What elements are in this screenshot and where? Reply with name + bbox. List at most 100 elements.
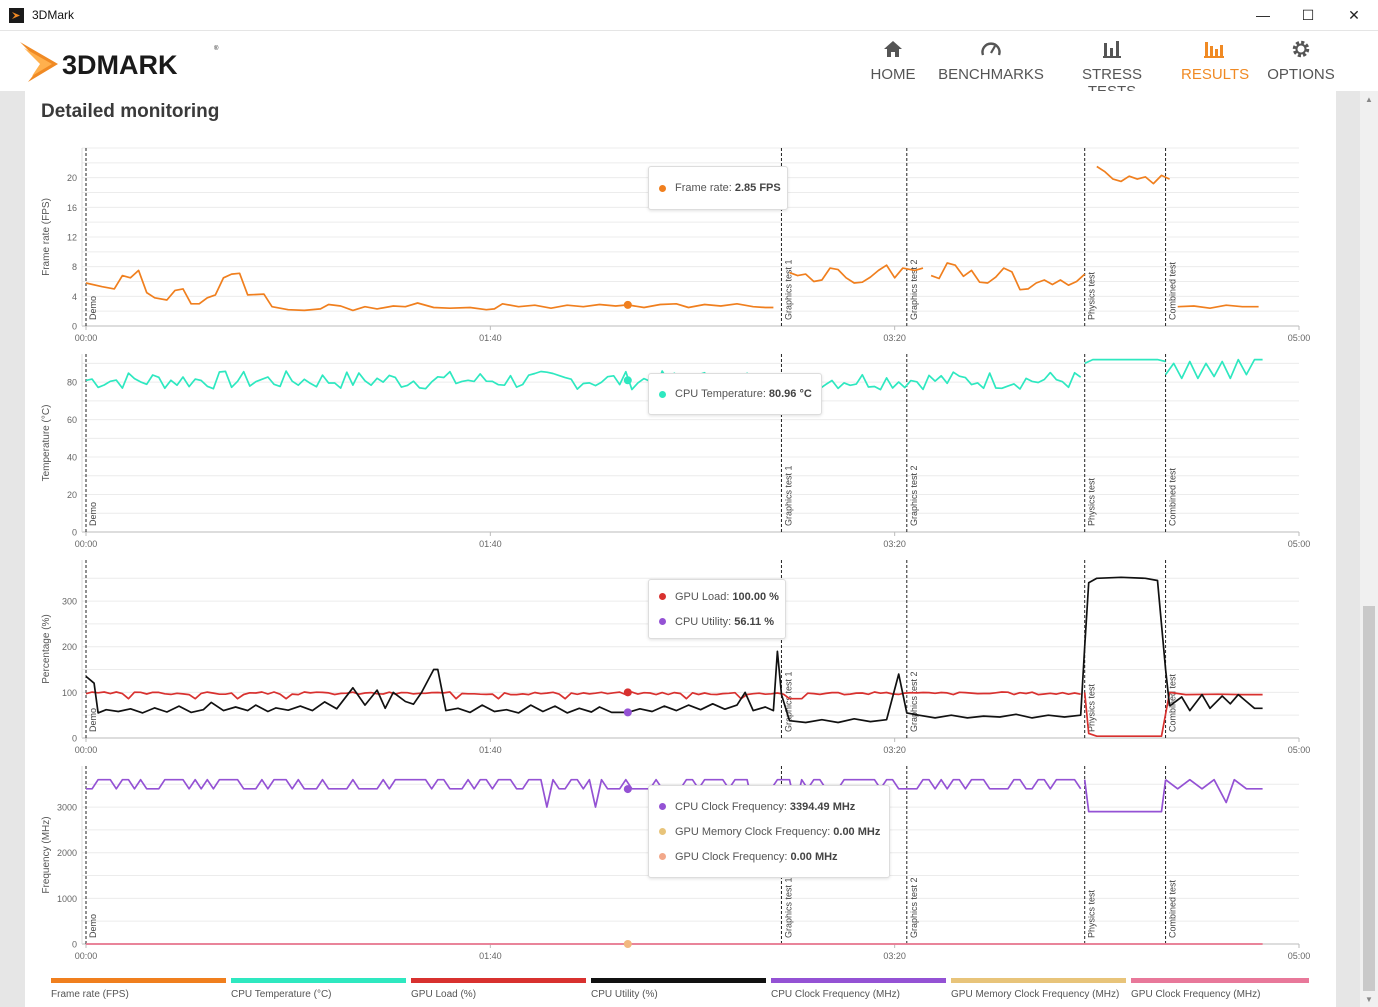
test-marker-label: Graphics test 2 <box>909 877 919 938</box>
vertical-scrollbar[interactable]: ▲ ▼ <box>1360 91 1378 1007</box>
close-icon: ✕ <box>1348 6 1360 23</box>
legend-swatch <box>411 978 586 983</box>
y-tick-label: 200 <box>62 642 77 652</box>
y-tick-label: 300 <box>62 597 77 607</box>
series-line-cpu_utility <box>780 673 920 724</box>
tooltip-value: 56.11 % <box>734 615 774 628</box>
legend-gpu-memory-clock[interactable]: GPU Memory Clock Frequency (MHz) <box>951 978 1126 1004</box>
test-marker-label: Combined test <box>1168 467 1178 526</box>
test-marker-label: Combined test <box>1168 261 1178 320</box>
minimize-button[interactable]: — <box>1240 0 1286 30</box>
tooltip-label: GPU Load: <box>675 590 730 603</box>
test-marker-label: Graphics test 2 <box>909 671 919 732</box>
series-line-cpu_temperature <box>1084 358 1166 365</box>
maximize-icon: ☐ <box>1301 6 1315 23</box>
legend-swatch <box>951 978 1126 983</box>
tooltip-row: CPU Temperature: 80.96 °C <box>649 374 821 414</box>
test-marker-label: Demo <box>88 296 98 320</box>
legend-frame-rate[interactable]: Frame rate (FPS) <box>51 978 226 1004</box>
scroll-down-icon[interactable]: ▼ <box>1365 995 1373 1004</box>
tooltip-label: CPU Clock Frequency: <box>675 800 787 813</box>
legend-label: GPU Clock Frequency (MHz) <box>1131 989 1261 1000</box>
nav-results[interactable]: RESULTS <box>1181 36 1249 88</box>
legend-swatch <box>231 978 406 983</box>
y-axis-label: Temperature (°C) <box>41 405 52 482</box>
cursor-dot <box>623 940 632 948</box>
y-axis-label: Percentage (%) <box>41 614 52 683</box>
minimize-icon: — <box>1256 7 1270 23</box>
test-marker-label: Combined test <box>1168 879 1178 938</box>
series-line-cpu_temperature <box>85 370 1082 391</box>
tooltip-percentage: GPU Load: 100.00 % CPU Utility: 56.11 % <box>648 579 786 639</box>
frame-rate-dot-icon <box>659 184 666 192</box>
speedometer-icon <box>981 42 1001 56</box>
tooltip-value: 100.00 % <box>732 590 779 603</box>
cursor-dot <box>623 300 632 309</box>
tooltip-value: 0.00 MHz <box>790 850 838 863</box>
nav-home[interactable]: HOME <box>866 36 920 88</box>
scroll-up-icon[interactable]: ▲ <box>1365 95 1373 104</box>
series-line-frame_rate <box>1096 165 1170 185</box>
tooltip-label: CPU Utility: <box>675 615 732 628</box>
legend-cpu-clock[interactable]: CPU Clock Frequency (MHz) <box>771 978 946 1004</box>
y-tick-label: 16 <box>67 203 77 213</box>
legend-label: GPU Load (%) <box>411 989 477 1000</box>
nav-home-label: HOME <box>870 66 916 83</box>
background-pattern-left <box>0 91 25 1007</box>
test-marker-label: Physics test <box>1087 889 1097 938</box>
results-chart-icon <box>1204 42 1224 58</box>
legend-gpu-load[interactable]: GPU Load (%) <box>411 978 586 1004</box>
tooltip-frame-rate: Frame rate: 2.85 FPS <box>648 166 788 210</box>
tooltip-value: 2.85 FPS <box>734 182 781 194</box>
scrollbar-thumb[interactable] <box>1363 606 1375 991</box>
x-tick-label: 01:40 <box>479 951 502 961</box>
series-line-frame_rate <box>1177 304 1259 310</box>
legend-swatch <box>591 978 766 983</box>
legend-cpu-temperature[interactable]: CPU Temperature (°C) <box>231 978 406 1004</box>
y-tick-label: 4 <box>72 292 77 302</box>
series-line-cpu_utility <box>918 646 1086 719</box>
test-marker-label: Physics test <box>1087 477 1097 526</box>
nav-options[interactable]: OPTIONS <box>1266 36 1336 88</box>
y-tick-label: 20 <box>67 490 77 500</box>
logo-text: 3DMARK <box>62 50 178 80</box>
logo: 3DMARK ® <box>20 42 219 82</box>
test-marker-label: Graphics test 1 <box>783 465 793 526</box>
tooltip-value: 0.00 MHz <box>833 825 881 838</box>
y-tick-label: 12 <box>67 233 77 243</box>
test-marker-label: Demo <box>88 708 98 732</box>
series-line-cpu_utility <box>85 650 783 714</box>
cpu-temperature-dot-icon <box>659 390 666 398</box>
tooltip-label: GPU Clock Frequency: <box>675 850 788 863</box>
legend-label: CPU Utility (%) <box>591 989 658 1000</box>
y-axis-label: Frequency (MHz) <box>41 816 52 893</box>
x-tick-label: 03:20 <box>883 333 906 343</box>
legend-gpu-clock[interactable]: GPU Clock Frequency (MHz) <box>1131 978 1309 1004</box>
x-tick-label: 01:40 <box>479 539 502 549</box>
series-line-cpu_utility <box>1169 693 1263 712</box>
x-tick-label: 05:00 <box>1288 951 1311 961</box>
x-tick-label: 01:40 <box>479 333 502 343</box>
maximize-button[interactable]: ☐ <box>1285 0 1331 30</box>
test-marker-label: Demo <box>88 914 98 938</box>
cpu-utility-dot-icon <box>659 618 666 625</box>
x-tick-label: 00:00 <box>75 539 98 549</box>
x-tick-label: 00:00 <box>75 745 98 755</box>
legend-cpu-utility[interactable]: CPU Utility (%) <box>591 978 766 1004</box>
tooltip-label: Frame rate: <box>675 182 732 194</box>
nav-benchmarks[interactable]: BENCHMARKS <box>938 36 1044 88</box>
cursor-dot <box>623 708 632 717</box>
legend-label: GPU Memory Clock Frequency (MHz) <box>951 989 1120 1000</box>
close-button[interactable]: ✕ <box>1331 0 1377 30</box>
gpu-clock-dot-icon <box>659 853 666 860</box>
test-marker-label: Graphics test 1 <box>783 259 793 320</box>
y-tick-label: 100 <box>62 688 77 698</box>
test-marker-label: Graphics test 2 <box>909 259 919 320</box>
y-tick-label: 0 <box>72 322 77 332</box>
cursor-dot <box>623 688 632 697</box>
legend-label: CPU Clock Frequency (MHz) <box>771 989 900 1000</box>
series-line-frame_rate <box>930 262 1086 291</box>
x-tick-label: 03:20 <box>883 745 906 755</box>
series-line-gpu_load <box>1169 691 1263 696</box>
